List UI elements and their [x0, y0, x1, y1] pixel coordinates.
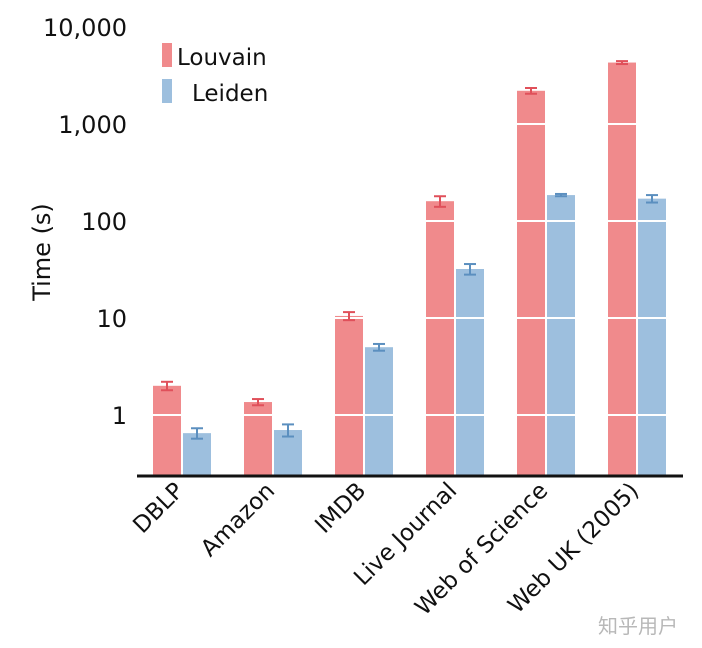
y-tick-label: 1: [112, 402, 127, 430]
bar-louvain: [244, 402, 272, 476]
legend: Louvain Leiden: [162, 43, 268, 107]
bar-louvain: [335, 315, 363, 476]
error-bar: [464, 263, 476, 276]
error-bars: [161, 60, 658, 440]
error-bar: [555, 192, 567, 198]
y-tick-label: 10: [96, 305, 127, 333]
bars-layer: [153, 62, 666, 476]
y-axis-ticks: 1 10 100 1,000 10,000: [43, 14, 127, 430]
legend-label-louvain: Louvain: [177, 45, 267, 71]
error-bar: [161, 380, 173, 392]
error-bar: [343, 311, 355, 322]
error-bar: [252, 398, 264, 407]
error-bar: [616, 60, 628, 66]
bar-leiden: [183, 433, 211, 476]
x-tick-label: DBLP: [128, 478, 189, 539]
watermark: 知乎用户: [598, 614, 678, 638]
bar-louvain: [517, 90, 545, 476]
bar-louvain: [426, 201, 454, 476]
y-tick-label: 1,000: [58, 111, 127, 139]
y-tick-label: 100: [81, 208, 127, 236]
bar-louvain: [153, 385, 181, 476]
error-bar: [373, 342, 385, 352]
error-bar: [646, 194, 658, 204]
error-bar: [434, 195, 446, 208]
y-axis-label: Time (s): [28, 203, 56, 302]
bar-leiden: [274, 430, 302, 476]
error-bar: [525, 87, 537, 95]
bar-leiden: [547, 195, 575, 476]
x-tick-label: IMDB: [310, 478, 371, 539]
bar-leiden: [365, 347, 393, 476]
bar-leiden: [456, 269, 484, 476]
bar-leiden: [638, 198, 666, 476]
y-tick-label: 10,000: [43, 14, 127, 42]
x-tick-label: Amazon: [196, 478, 280, 562]
bar-louvain: [608, 62, 636, 476]
legend-swatch-louvain: [162, 43, 172, 67]
legend-label-leiden: Leiden: [192, 81, 268, 107]
gridlines: [153, 123, 666, 416]
error-bar: [191, 427, 203, 440]
error-bar: [282, 423, 294, 438]
legend-swatch-leiden: [162, 79, 172, 103]
